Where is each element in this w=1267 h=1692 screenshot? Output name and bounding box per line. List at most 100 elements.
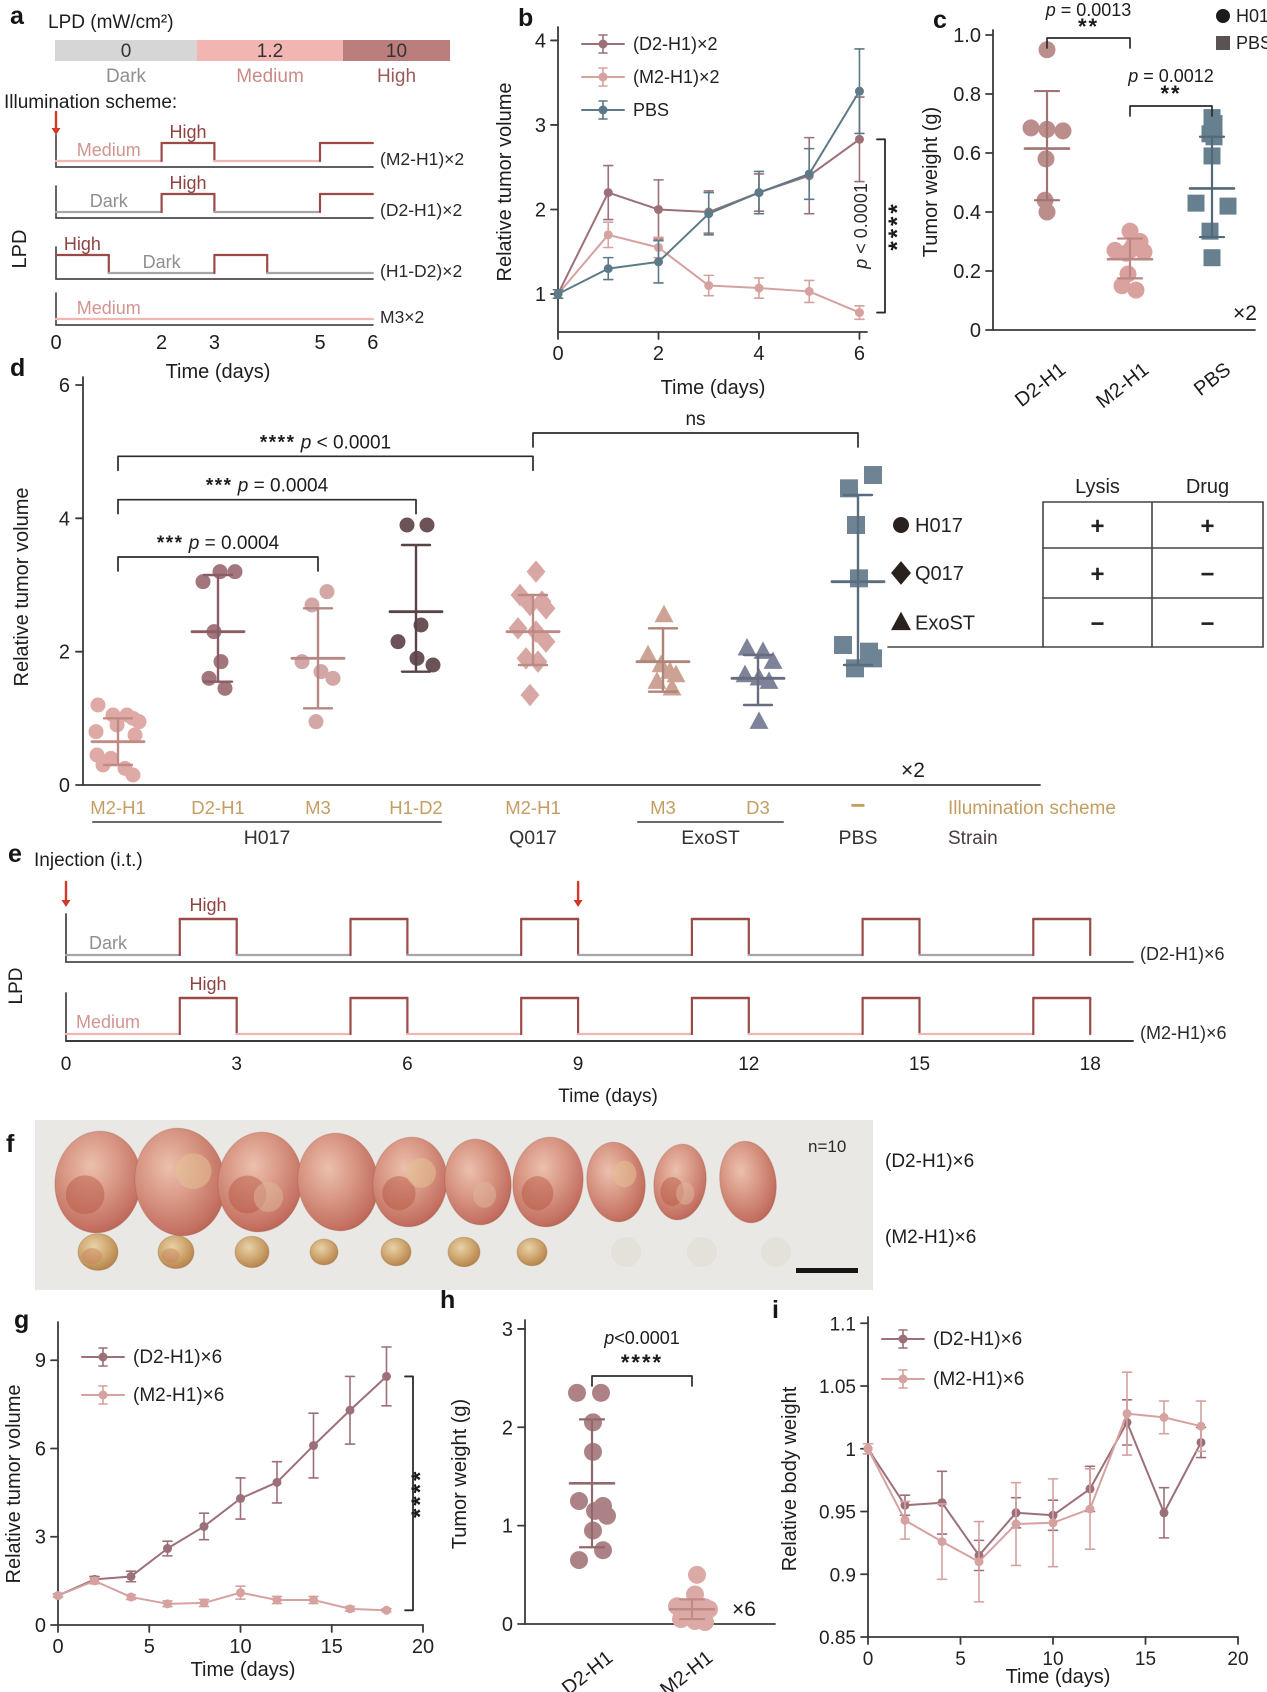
svg-text:**: ** — [1160, 81, 1181, 106]
svg-text:2: 2 — [156, 332, 167, 354]
svg-text:4: 4 — [753, 343, 764, 365]
svg-text:×2: ×2 — [901, 759, 925, 782]
svg-text:ExoST: ExoST — [681, 827, 740, 849]
svg-text:D2-H1: D2-H1 — [558, 1647, 617, 1692]
svg-text:+: + — [1200, 513, 1214, 540]
panel-b-tumor-volume-line-chart: 1 2 3 4 0 2 4 6 (D2-H1)×2 (M2-H1)×2 PBS p < 0.0001 *… — [455, 2, 917, 404]
svg-text:6: 6 — [367, 332, 378, 354]
svg-text:High: High — [169, 173, 206, 193]
svg-text:LPD (mW/cm²): LPD (mW/cm²) — [48, 12, 174, 33]
svg-text:ExoST: ExoST — [915, 613, 975, 635]
svg-text:2: 2 — [653, 343, 664, 365]
svg-text:PBS: PBS — [1236, 33, 1267, 53]
svg-text:Dark: Dark — [90, 191, 129, 211]
svg-text:High: High — [169, 122, 206, 142]
svg-text:0.4: 0.4 — [953, 202, 981, 224]
svg-text:0.85: 0.85 — [819, 1628, 856, 1649]
svg-text:10: 10 — [386, 41, 407, 62]
panel-a-illumination-scheme: LPD (mW/cm²) 0 Dark 1.2 Medium 10 High Illumina… — [4, 4, 464, 390]
svg-text:Illumination scheme: Illumination scheme — [948, 798, 1116, 819]
panel-g-tumor-volume-line-chart: 0 3 6 9 0 5 10 15 20 (D2-H1)×6 (M2-H1)×6 **** Time (… — [3, 1294, 434, 1692]
svg-text:PBS: PBS — [838, 827, 877, 849]
svg-text:Illumination scheme:: Illumination scheme: — [4, 92, 177, 113]
svg-text:D2-H1: D2-H1 — [191, 797, 244, 818]
svg-text:(M2-H1)×2: (M2-H1)×2 — [380, 149, 464, 169]
svg-text:Medium: Medium — [77, 140, 141, 160]
svg-text:H1-D2: H1-D2 — [389, 797, 442, 818]
svg-text:1: 1 — [845, 1440, 856, 1461]
svg-text:Dark: Dark — [143, 252, 182, 272]
svg-text:Q017: Q017 — [915, 563, 964, 585]
svg-text:Dark: Dark — [106, 66, 147, 87]
svg-text:**: ** — [1078, 14, 1099, 39]
svg-text:1.1: 1.1 — [830, 1314, 856, 1335]
svg-text:(D2-H1)×6: (D2-H1)×6 — [933, 1329, 1022, 1350]
svg-text:Medium: Medium — [76, 1012, 140, 1032]
svg-text:3: 3 — [209, 332, 220, 354]
svg-text:Time (days): Time (days) — [191, 1659, 296, 1681]
svg-text:Q017: Q017 — [509, 827, 557, 849]
svg-text:**** p < 0.0001: **** p < 0.0001 — [260, 432, 391, 453]
photo-row-label-d2h1: (D2-H1)×6 — [885, 1151, 975, 1172]
svg-text:0.8: 0.8 — [953, 84, 981, 106]
svg-text:(H1-D2)×2: (H1-D2)×2 — [380, 261, 462, 281]
svg-text:0: 0 — [863, 1649, 874, 1670]
svg-text:2: 2 — [502, 1417, 513, 1439]
svg-text:(M2-H1)×6: (M2-H1)×6 — [133, 1385, 224, 1406]
svg-text:Relative tumor volume: Relative tumor volume — [11, 488, 33, 687]
svg-text:Time (days): Time (days) — [166, 361, 271, 383]
svg-text:p = 0.0013: p = 0.0013 — [1045, 0, 1132, 20]
svg-text:15: 15 — [321, 1636, 343, 1658]
photo-count-label: n=10 — [808, 1137, 847, 1156]
svg-text:−: − — [1090, 611, 1104, 638]
svg-text:+: + — [1090, 561, 1104, 588]
svg-text:(D2-H1)×2: (D2-H1)×2 — [380, 200, 462, 220]
svg-text:0: 0 — [50, 332, 61, 354]
svg-text:(D2-H1)×6: (D2-H1)×6 — [1140, 944, 1225, 964]
panel-letter-g: g — [14, 1306, 30, 1334]
svg-text:High: High — [189, 895, 226, 915]
svg-text:×2: ×2 — [1233, 302, 1257, 325]
panel-letter-f: f — [6, 1130, 15, 1158]
svg-text:M3: M3 — [305, 797, 331, 818]
svg-text:****: **** — [884, 201, 911, 250]
svg-text:18: 18 — [1080, 1054, 1101, 1075]
svg-text:Relative body weight: Relative body weight — [779, 1386, 801, 1571]
svg-text:3: 3 — [535, 115, 546, 137]
svg-text:20: 20 — [1227, 1649, 1248, 1670]
svg-text:Drug: Drug — [1186, 476, 1229, 498]
svg-text:2: 2 — [535, 199, 546, 221]
svg-text:10: 10 — [1042, 1649, 1063, 1670]
panel-c-tumor-weight-dotplot: 0 0.2 0.4 0.6 0.8 1.0 D2-H1 M2-H1 PBS p = 0.0013 *… — [915, 0, 1267, 413]
svg-text:1.05: 1.05 — [819, 1377, 856, 1398]
svg-text:D3: D3 — [746, 797, 770, 818]
svg-text:1: 1 — [535, 284, 546, 306]
svg-text:0: 0 — [970, 320, 981, 342]
svg-text:Lysis: Lysis — [1075, 476, 1120, 498]
panel-h-tumor-weight-dotplot: 0 1 2 3 D2-H1 M2-H1 p<0.0001 **** ×6 Tumor weight… — [432, 1294, 822, 1692]
svg-text:Tumor weight (g): Tumor weight (g) — [449, 1399, 471, 1549]
svg-text:6: 6 — [59, 375, 70, 397]
svg-text:0.2: 0.2 — [953, 261, 981, 283]
panel-letter-i: i — [772, 1296, 779, 1324]
svg-text:High: High — [189, 974, 226, 994]
svg-text:Medium: Medium — [236, 66, 304, 87]
panel-letter-e: e — [8, 840, 22, 868]
svg-text:5: 5 — [314, 332, 325, 354]
panel-letter-h: h — [440, 1286, 456, 1314]
svg-text:20: 20 — [412, 1636, 434, 1658]
svg-text:0.95: 0.95 — [819, 1503, 856, 1524]
svg-text:M3×2: M3×2 — [380, 307, 424, 327]
svg-text:0: 0 — [552, 343, 563, 365]
panel-letter-d: d — [10, 354, 26, 382]
svg-text:(M2-H1)×2: (M2-H1)×2 — [633, 67, 720, 87]
svg-text:PBS: PBS — [633, 100, 669, 120]
svg-text:High: High — [377, 66, 416, 87]
panel-d-tumor-volume-dotplot: 0 2 4 6 *** p = 0.0004 *** p = 0.0004 **** p <… — [8, 352, 1267, 852]
svg-text:p < 0.0001: p < 0.0001 — [851, 183, 871, 270]
svg-text:Tumor weight (g): Tumor weight (g) — [920, 107, 942, 257]
svg-text:M2-H1: M2-H1 — [90, 797, 146, 818]
svg-text:Relative tumor volume: Relative tumor volume — [3, 1385, 25, 1584]
svg-text:M2-H1: M2-H1 — [656, 1647, 717, 1692]
photo-row-label-m2h1: (M2-H1)×6 — [885, 1227, 977, 1248]
